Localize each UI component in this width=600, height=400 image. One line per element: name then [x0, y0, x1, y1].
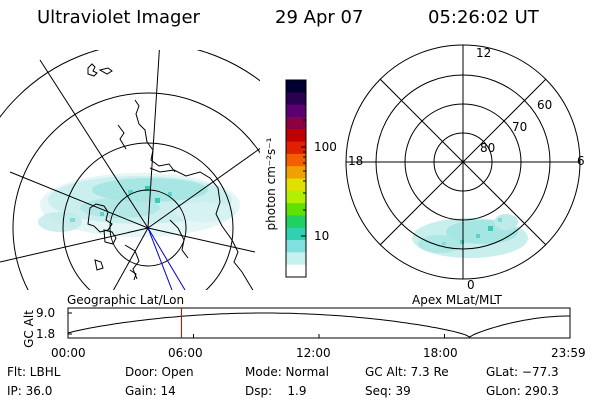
left-panel-caption: Geographic Lat/Lon [67, 293, 185, 307]
mlat-label-80: 80 [480, 141, 496, 155]
status-gain: Gain: 14 [125, 384, 176, 398]
colorbar-cell [286, 203, 306, 216]
status-glat: GLat: −77.3 [486, 365, 559, 379]
instrument-title: Ultraviolet Imager [37, 7, 200, 28]
colorbar-cell [286, 153, 306, 167]
ground-track [147, 227, 186, 290]
colorbar-cell [286, 178, 306, 192]
colorbar-cell [286, 190, 306, 204]
timeline-xtick-0000: 00:00 [51, 346, 86, 360]
colorbar-cell [286, 104, 306, 118]
colorbar-cell [286, 80, 306, 93]
aurora-oval-mlt [412, 214, 528, 258]
status-seq: Seq: 39 [365, 384, 411, 398]
coastline [87, 63, 254, 290]
colorbar-cell [286, 240, 306, 253]
timeline-ylabel: GC Alt [22, 310, 36, 348]
timeline-xtick-1200: 12:00 [296, 346, 331, 360]
colorbar-cell [286, 252, 306, 266]
timeline-ytick-low: 1.8 [36, 327, 56, 341]
mlt-label-18: 18 [348, 154, 364, 168]
date-label: 29 Apr 07 [275, 7, 364, 28]
colorbar-cell [286, 116, 306, 130]
colorbar-cell [286, 129, 306, 143]
mlt-dial [345, 44, 581, 280]
status-dsp: Dsp: 1.9 [245, 384, 307, 398]
colorbar-cell [286, 264, 306, 278]
colorbar [285, 79, 307, 278]
colorbar-label: photon cm⁻²s⁻¹ [264, 137, 278, 231]
mlat-label-70: 70 [512, 120, 528, 134]
mlt-label-0: 0 [467, 278, 475, 292]
altitude-timeline [67, 307, 571, 339]
colorbar-cell [286, 215, 306, 229]
time-label: 05:26:02 UT [428, 7, 539, 28]
colorbar-tick-10: 10 [314, 229, 330, 243]
colorbar-tick-100: 100 [314, 140, 337, 154]
timeline-ytick-high: 9.0 [36, 306, 56, 320]
colorbar-cell [286, 92, 306, 106]
timeline-xtick-0600: 06:00 [168, 346, 203, 360]
status-filter: Flt: LBHL [7, 365, 61, 379]
mlat-label-60: 60 [537, 98, 553, 112]
aurora-oval-geo [38, 173, 240, 237]
mlt-label-12: 12 [476, 46, 492, 60]
mlt-label-6: 6 [577, 154, 585, 168]
right-panel-caption: Apex MLat/MLT [412, 293, 502, 307]
geographic-map [0, 50, 260, 290]
colorbar-cell [286, 141, 306, 155]
timeline-xtick-2359: 23:59 [551, 346, 586, 360]
status-ip: IP: 36.0 [7, 384, 53, 398]
colorbar-cell [286, 166, 306, 179]
timeline-xtick-1800: 18:00 [423, 346, 458, 360]
status-door: Door: Open [125, 365, 194, 379]
status-glon: GLon: 290.3 [486, 384, 559, 398]
colorbar-cell [286, 227, 306, 241]
status-gc-alt: GC Alt: 7.3 Re [365, 365, 449, 379]
status-mode: Mode: Normal [245, 365, 329, 379]
